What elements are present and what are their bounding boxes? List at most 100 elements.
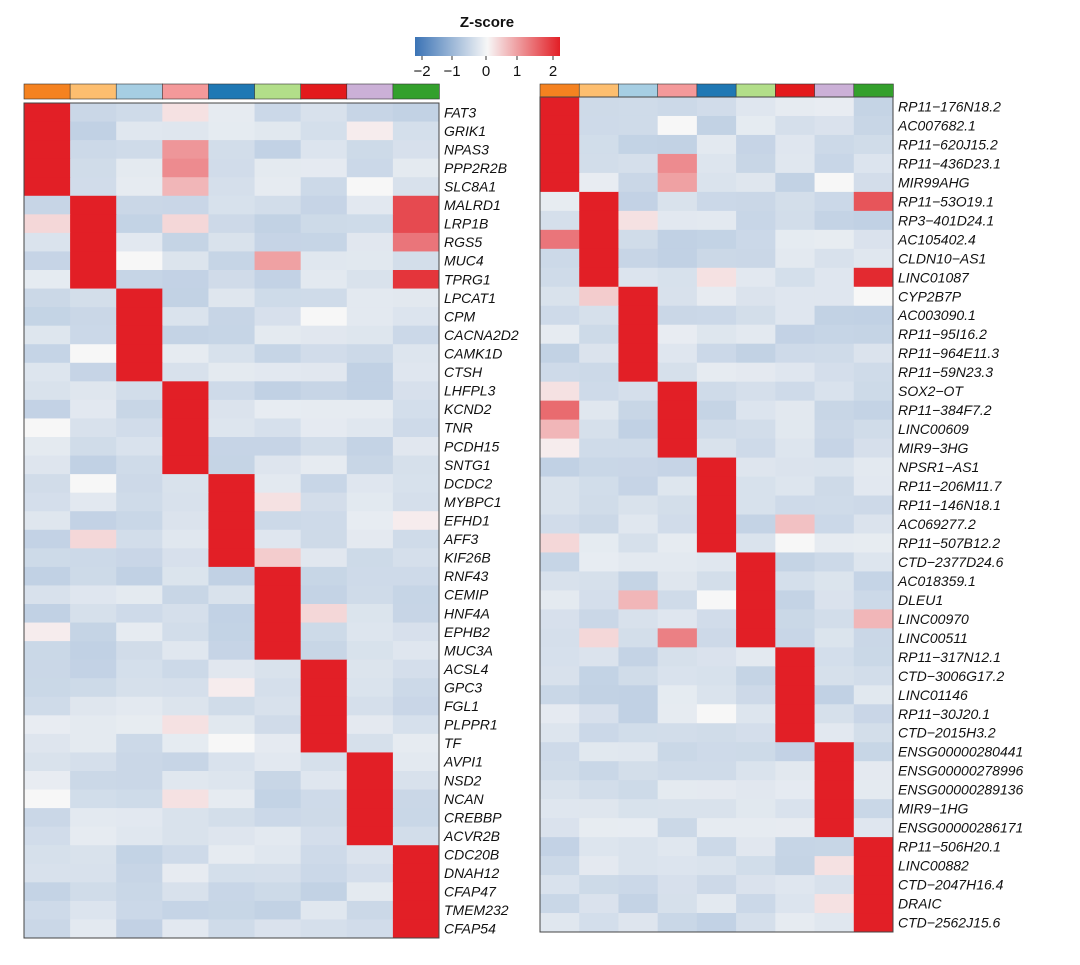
heatmap-cell: [540, 514, 580, 534]
heatmap-cell: [775, 248, 816, 269]
heatmap-cell: [814, 704, 855, 724]
heatmap-cell: [696, 172, 737, 193]
heatmap-cell: [116, 882, 163, 902]
heatmap-cell: [116, 622, 163, 642]
heatmap-cell: [24, 548, 71, 568]
heatmap-cell: [657, 894, 698, 914]
heatmap-cell: [657, 476, 698, 497]
gene-label: HNF4A: [444, 605, 490, 621]
heatmap-cell: [618, 818, 659, 838]
heatmap-cell: [853, 818, 894, 838]
heatmap-cell: [346, 121, 394, 141]
heatmap-cell: [300, 325, 348, 345]
heatmap-cell: [208, 455, 256, 475]
colorbar-tick-label: −1: [443, 63, 460, 80]
heatmap-cell: [392, 882, 440, 902]
gene-label: DCDC2: [444, 475, 492, 491]
heatmap-cell: [24, 863, 71, 883]
heatmap-cell: [657, 210, 698, 231]
gene-label: CFAP54: [444, 921, 496, 937]
heatmap-cell: [346, 177, 394, 197]
heatmap-cell: [162, 251, 209, 271]
heatmap-cell: [540, 875, 580, 895]
heatmap-cell: [162, 177, 209, 197]
heatmap-cell: [392, 288, 440, 308]
heatmap-cell: [814, 609, 855, 629]
gene-label: AC003090.1: [897, 307, 976, 323]
heatmap-cell: [116, 270, 163, 290]
heatmap-cell: [116, 604, 163, 624]
heatmap-cell: [162, 733, 209, 753]
heatmap-cell: [696, 913, 737, 933]
heatmap-cell: [116, 344, 163, 364]
heatmap-cell: [579, 343, 619, 364]
heatmap-cell: [618, 894, 659, 914]
heatmap-cell: [254, 919, 302, 939]
heatmap-cell: [579, 533, 619, 553]
heatmap-cell: [657, 647, 698, 667]
heatmap-cell: [300, 715, 348, 735]
heatmap-cell: [657, 381, 698, 402]
heatmap-cell: [300, 585, 348, 605]
heatmap-cell: [70, 715, 117, 735]
heatmap-cell: [814, 153, 855, 174]
heatmap-cell: [814, 343, 855, 364]
heatmap-cell: [254, 103, 302, 123]
heatmap-cell: [300, 678, 348, 698]
heatmap-cell: [540, 343, 580, 364]
heatmap-cell: [696, 191, 737, 212]
heatmap-cell: [116, 863, 163, 883]
heatmap-cell: [254, 882, 302, 902]
heatmap-cell: [814, 875, 855, 895]
heatmap-cell: [814, 115, 855, 136]
heatmap-cell: [618, 666, 659, 686]
heatmap-cell: [579, 723, 619, 743]
gene-label: LINC00609: [898, 421, 969, 437]
heatmap-cell: [618, 609, 659, 629]
heatmap-cell: [853, 723, 894, 743]
colorbar-ticks: −2 −1 0 1 2: [413, 56, 557, 80]
heatmap-cell: [392, 251, 440, 271]
heatmap-cell: [736, 381, 776, 402]
cluster-annotation-6: [735, 83, 777, 98]
heatmap-cell: [853, 761, 894, 781]
heatmap-cell: [392, 585, 440, 605]
heatmap-cell: [775, 723, 816, 743]
heatmap-cell: [579, 153, 619, 174]
heatmap-cell: [736, 856, 776, 876]
heatmap-cell: [300, 548, 348, 568]
heatmap-cell: [392, 344, 440, 364]
heatmap-cell: [736, 115, 776, 136]
heatmap-cell: [696, 894, 737, 914]
heatmap-cell: [696, 837, 737, 857]
heatmap-cell: [300, 771, 348, 791]
heatmap-cell: [24, 845, 71, 865]
heatmap-cell: [696, 628, 737, 648]
heatmap-cell: [814, 191, 855, 212]
gene-label: RP11−30J20.1: [898, 706, 990, 722]
heatmap-cell: [853, 780, 894, 800]
heatmap-cell: [696, 533, 737, 553]
heatmap-cell: [814, 229, 855, 250]
gene-label: MIR99AHG: [898, 174, 970, 190]
heatmap-cell: [775, 229, 816, 250]
heatmap-cell: [162, 529, 209, 549]
heatmap-cell: [24, 474, 71, 494]
heatmap-cell: [300, 622, 348, 642]
heatmap-cell: [392, 845, 440, 865]
gene-label: KIF26B: [444, 550, 491, 566]
heatmap-cell: [208, 715, 256, 735]
heatmap-cell: [346, 399, 394, 419]
heatmap-cell: [70, 270, 117, 290]
heatmap-cell: [814, 400, 855, 421]
gene-label: CTSH: [444, 364, 483, 380]
cluster-annotation-4: [162, 83, 210, 100]
heatmap-cell: [392, 474, 440, 494]
heatmap-cell: [300, 641, 348, 661]
heatmap-cell: [540, 305, 580, 326]
heatmap-cell: [24, 418, 71, 438]
heatmap-cell: [696, 134, 737, 155]
heatmap-cell: [162, 195, 209, 215]
heatmap-cell: [70, 919, 117, 939]
heatmap-cell: [814, 818, 855, 838]
